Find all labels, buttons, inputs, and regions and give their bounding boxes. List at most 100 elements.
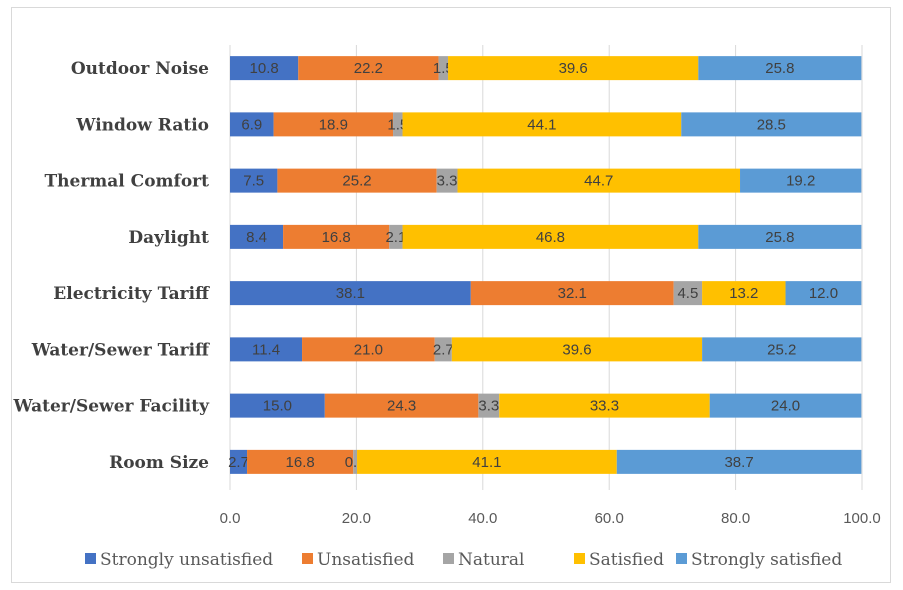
data-label: 39.6 — [562, 341, 591, 358]
data-label: 22.2 — [354, 60, 383, 77]
bar-row-window-ratio: 6.9 18.9 1.5 44.1 28.5 — [230, 112, 862, 137]
x-tick-label: 100.0 — [843, 510, 881, 527]
bars: 10.8 22.2 1.5 39.6 25.86.9 18.9 1.5 44.1 28.57.5… — [228, 56, 862, 474]
data-label: 13.2 — [729, 285, 758, 302]
data-label: 3.3 — [437, 173, 458, 190]
bar-segment-satisfied — [451, 337, 703, 362]
data-label: 44.1 — [527, 116, 556, 133]
data-label: 38.1 — [336, 285, 365, 302]
bar-segment-unsatisfied — [324, 393, 479, 418]
legend-item-satisfied: Satisfied — [574, 550, 664, 570]
data-label: 18.9 — [319, 116, 348, 133]
bar-segment-strongly-satisfied — [702, 337, 862, 362]
bar-segment-strongly-unsatisfied — [230, 281, 471, 306]
gridlines — [229, 45, 863, 490]
data-label: 25.2 — [767, 341, 796, 358]
data-label: 39.6 — [559, 60, 588, 77]
bar-segment-strongly-unsatisfied — [230, 337, 303, 362]
bar-segment-strongly-unsatisfied — [230, 168, 278, 193]
data-label: 25.2 — [342, 173, 371, 190]
data-label: 21.0 — [354, 341, 383, 358]
x-tick-label: 80.0 — [721, 510, 750, 527]
x-tick-label: 60.0 — [595, 510, 624, 527]
x-tick-label: 0.0 — [220, 510, 241, 527]
legend: Strongly unsatisfied Unsatisfied Natural Sa… — [85, 550, 842, 570]
bar-segment-strongly-unsatisfied — [230, 56, 299, 81]
bar-segment-strongly-satisfied — [616, 449, 862, 474]
bar-segment-natural — [393, 112, 403, 137]
category-label: Window Ratio — [75, 115, 209, 135]
category-labels: Outdoor Noise Window Ratio Thermal Comfort… — [13, 59, 211, 473]
bar-segment-strongly-unsatisfied — [230, 393, 325, 418]
bar-segment-satisfied — [402, 224, 699, 249]
data-label: 4.5 — [677, 285, 698, 302]
bar-row-daylight: 8.4 16.8 2.1 46.8 25.8 — [230, 224, 862, 249]
bar-segment-strongly-unsatisfied — [230, 224, 284, 249]
data-label: 32.1 — [558, 285, 587, 302]
legend-swatch — [443, 553, 454, 564]
bar-segment-strongly-unsatisfied — [230, 112, 274, 137]
data-label: 41.1 — [472, 454, 501, 471]
data-label: 38.7 — [724, 454, 753, 471]
category-label: Water/Sewer Tariff — [31, 340, 210, 360]
bar-segment-unsatisfied — [298, 56, 439, 81]
category-label: Water/Sewer Facility — [13, 397, 211, 417]
bar-segment-strongly-satisfied — [698, 224, 862, 249]
legend-item-unsatisfied: Unsatisfied — [302, 550, 415, 570]
data-label: 19.2 — [786, 173, 815, 190]
bar-segment-unsatisfied — [283, 224, 390, 249]
bar-row-room-size: 2.7 16.8 0.6 41.1 38.7 — [228, 449, 862, 474]
data-label: 2.1 — [385, 229, 406, 246]
bar-segment-satisfied — [499, 393, 710, 418]
bar-segment-natural — [436, 168, 458, 193]
data-label: 24.3 — [387, 398, 416, 415]
legend-swatch — [574, 553, 585, 564]
legend-label: Strongly unsatisfied — [100, 550, 273, 570]
category-label: Electricity Tariff — [53, 284, 210, 304]
bar-segment-unsatisfied — [247, 449, 354, 474]
legend-swatch — [676, 553, 687, 564]
data-label: 12.0 — [809, 285, 838, 302]
legend-item-natural: Natural — [443, 550, 525, 570]
bar-segment-strongly-satisfied — [740, 168, 862, 193]
bar-segment-unsatisfied — [273, 112, 394, 137]
data-label: 25.8 — [765, 229, 794, 246]
bar-segment-natural — [478, 393, 500, 418]
bar-segment-natural — [673, 281, 703, 306]
bar-row-water-sewer-tariff: 11.4 21.0 2.7 39.6 25.2 — [230, 337, 862, 362]
bar-segment-satisfied — [402, 112, 682, 137]
data-label: 24.0 — [771, 398, 800, 415]
bar-segment-strongly-satisfied — [785, 281, 862, 306]
bar-segment-natural — [438, 56, 449, 81]
bar-segment-natural — [434, 337, 452, 362]
data-label: 25.8 — [765, 60, 794, 77]
legend-label: Unsatisfied — [317, 550, 415, 570]
data-label: 28.5 — [757, 116, 786, 133]
legend-item-strongly-unsatisfied: Strongly unsatisfied — [85, 550, 273, 570]
bar-row-outdoor-noise: 10.8 22.2 1.5 39.6 25.8 — [230, 56, 862, 81]
legend-item-strongly-satisfied: Strongly satisfied — [676, 550, 842, 570]
data-label: 3.3 — [478, 398, 499, 415]
bar-segment-satisfied — [448, 56, 699, 81]
bar-segment-strongly-unsatisfied — [230, 449, 248, 474]
data-label: 2.7 — [228, 454, 249, 471]
x-axis-ticks: 0.0 20.0 40.0 60.0 80.0 100.0 — [220, 510, 881, 527]
data-label: 7.5 — [243, 173, 264, 190]
legend-label: Strongly satisfied — [691, 550, 842, 570]
data-label: 46.8 — [536, 229, 565, 246]
bar-segment-strongly-satisfied — [681, 112, 862, 137]
bar-segment-satisfied — [702, 281, 786, 306]
legend-label: Satisfied — [589, 550, 664, 570]
bar-segment-natural — [389, 224, 403, 249]
x-tick-label: 40.0 — [468, 510, 497, 527]
data-label: 8.4 — [246, 229, 267, 246]
bar-segment-strongly-satisfied — [698, 56, 862, 81]
data-label: 15.0 — [263, 398, 292, 415]
category-label: Room Size — [109, 453, 209, 473]
data-label: 44.7 — [584, 173, 613, 190]
category-label: Outdoor Noise — [71, 59, 209, 79]
legend-swatch — [302, 553, 313, 564]
data-label: 16.8 — [322, 229, 351, 246]
data-label: 33.3 — [590, 398, 619, 415]
